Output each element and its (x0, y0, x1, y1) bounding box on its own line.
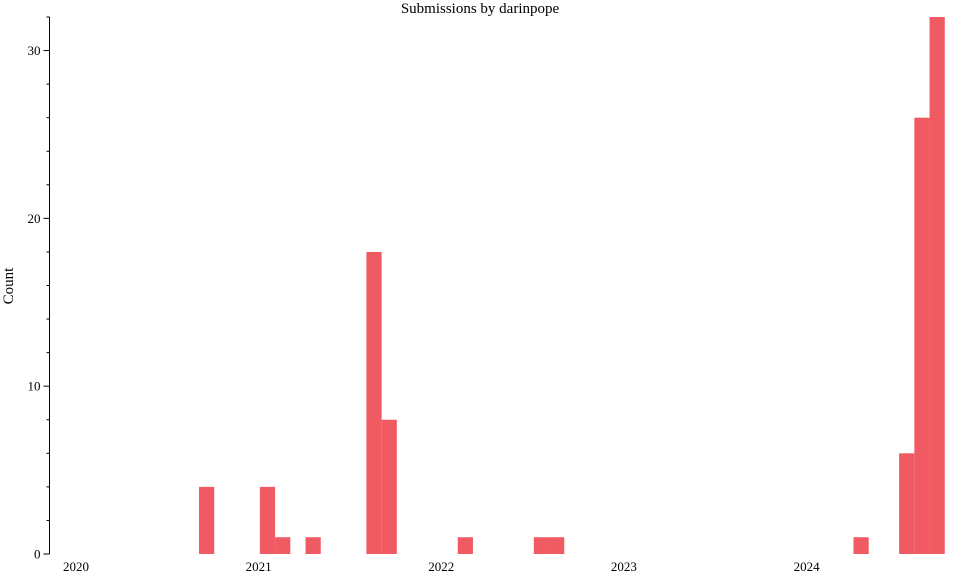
histogram-bar (198, 486, 215, 554)
histogram-bar (457, 537, 473, 554)
y-tick-label: 0 (34, 547, 41, 562)
histogram-bar (549, 537, 565, 554)
x-axis: 2020 2021 2022 2023 2024 (63, 559, 820, 574)
histogram-bar (914, 117, 930, 554)
histogram-bar (853, 537, 869, 554)
x-tick-label: 2023 (611, 559, 637, 574)
histogram-bar (366, 251, 382, 554)
chart-title: Submissions by darinpope (401, 1, 560, 17)
x-tick-label: 2024 (794, 559, 821, 574)
histogram-bar (259, 486, 276, 554)
x-tick-label: 2020 (63, 559, 89, 574)
x-tick-label: 2022 (428, 559, 454, 574)
y-axis-label: Count (1, 267, 17, 305)
y-tick-label: 30 (28, 43, 41, 58)
y-tick-label: 10 (28, 379, 41, 394)
x-tick-label: 2021 (246, 559, 272, 574)
bars-group (198, 17, 945, 554)
histogram-bar (305, 537, 321, 554)
histogram-bar (899, 453, 915, 554)
y-tick-label: 20 (28, 211, 41, 226)
histogram-bar (533, 537, 550, 554)
histogram-bar (275, 537, 291, 554)
y-axis: 0 10 20 30 (28, 16, 50, 562)
histogram-bar (381, 419, 397, 554)
histogram-bar (929, 17, 945, 554)
